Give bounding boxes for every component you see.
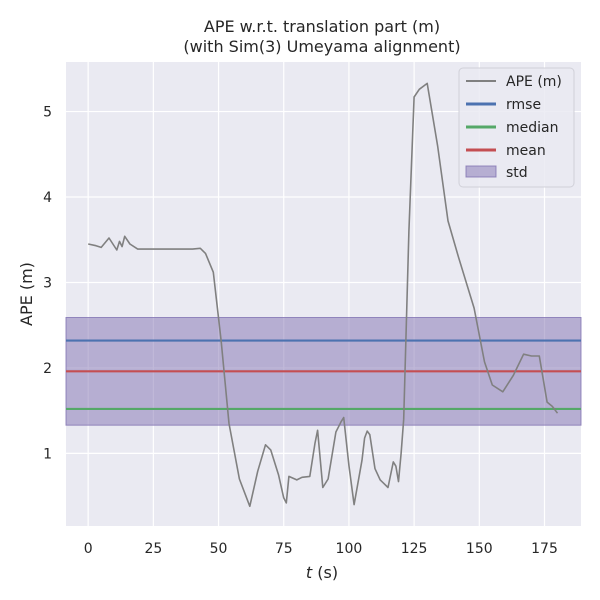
x-tick-labels: 0 25 50 75 100 125 150 175 <box>84 541 558 557</box>
y-tick-label-2: 3 <box>43 275 52 291</box>
x-tick-label-4: 100 <box>336 541 363 557</box>
y-tick-label-3: 4 <box>43 190 52 206</box>
x-axis-label-unit: (s) <box>312 563 338 582</box>
y-tick-label-1: 2 <box>43 361 52 377</box>
legend: APE (m) rmse median mean std <box>458 67 575 188</box>
legend-box <box>458 67 575 188</box>
series-line-ape <box>88 82 559 508</box>
x-axis-label: t (s) <box>306 563 338 582</box>
legend-label-std: std <box>506 165 528 181</box>
legend-label-mean: mean <box>506 143 546 159</box>
chart-title-line1: APE w.r.t. translation part (m) <box>204 17 440 36</box>
x-axis-label-var: t <box>306 563 313 582</box>
stat-lines-layer <box>66 339 581 411</box>
x-tick-label-5: 125 <box>401 541 428 557</box>
y-tick-label-0: 1 <box>43 446 52 462</box>
legend-label-ape: APE (m) <box>506 74 562 90</box>
y-tick-labels: 1 2 3 4 5 <box>43 105 52 463</box>
x-tick-label-6: 150 <box>466 541 493 557</box>
y-axis-label: APE (m) <box>17 262 36 326</box>
legend-label-median: median <box>506 120 558 136</box>
y-tick-label-4: 5 <box>43 105 52 121</box>
series-layer <box>88 82 559 508</box>
x-tick-label-3: 75 <box>275 541 293 557</box>
x-tick-label-1: 25 <box>144 541 162 557</box>
legend-label-rmse: rmse <box>506 97 541 113</box>
x-tick-label-7: 175 <box>531 541 558 557</box>
x-tick-label-2: 50 <box>210 541 228 557</box>
chart-title-line2: (with Sim(3) Umeyama alignment) <box>183 37 460 56</box>
x-tick-label-0: 0 <box>84 541 93 557</box>
legend-swatch-std <box>465 165 497 178</box>
